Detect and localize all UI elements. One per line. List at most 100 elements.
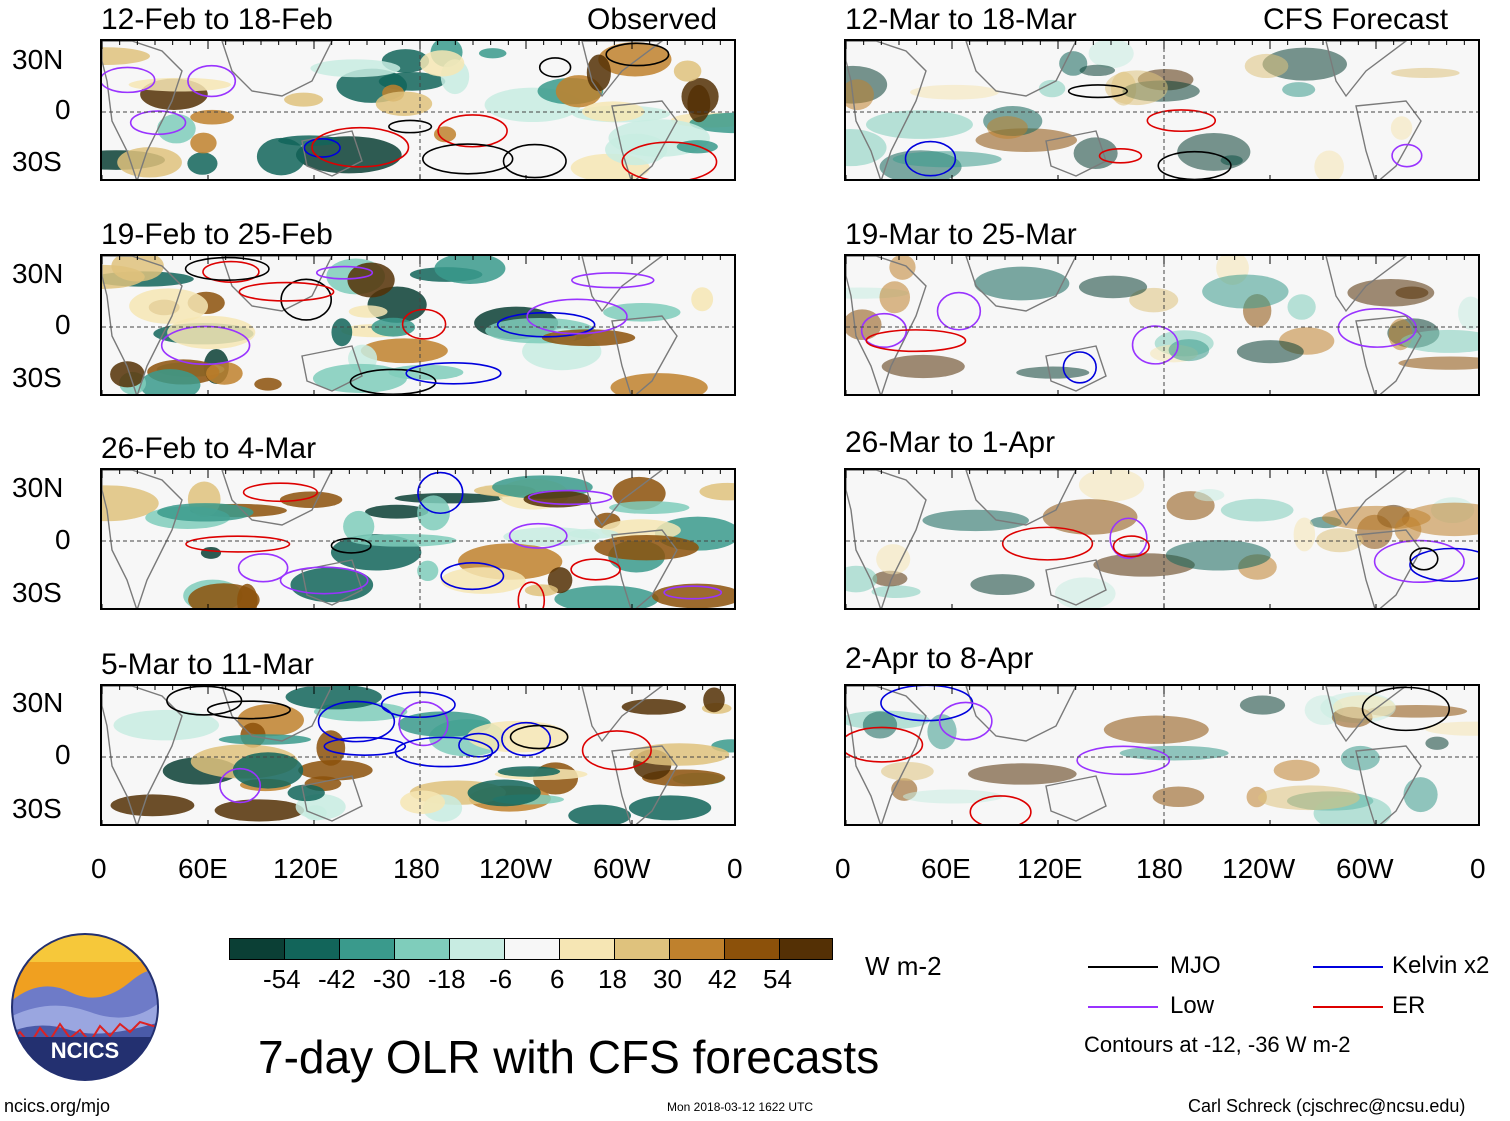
wave-contour [315,265,374,280]
colorbar-tick: -42 [318,964,356,994]
olr-anomaly [187,152,218,175]
olr-anomaly [1314,150,1344,179]
lat-label: 0 [55,524,71,555]
olr-anomaly [1332,695,1396,719]
coastline [1045,130,1107,177]
olr-anomaly [400,790,446,814]
olr-anomaly [1165,540,1271,571]
olr-anomaly [1129,287,1179,313]
coastline [1045,559,1107,606]
lon-label: 60W [593,853,651,884]
colorbar-tick: -30 [373,964,411,994]
olr-anomaly [295,136,402,174]
olr-anomaly [214,799,305,822]
lon-label: 0 [91,853,107,884]
olr-anomaly [1088,41,1134,69]
olr-map-8 [846,686,1478,824]
wave-contour [938,701,993,741]
olr-map-3 [102,470,734,608]
lat-label: 30S [12,793,62,824]
olr-anomaly [846,129,887,167]
olr-anomaly [927,714,957,750]
colorbar-tick: -6 [489,964,513,994]
wave-contour [417,471,464,515]
olr-anomaly [478,48,507,59]
footer-url[interactable]: ncics.org/mjo [4,1096,111,1116]
colorbar-swatch [669,938,725,960]
wave-contour [388,119,433,134]
olr-anomaly [1078,275,1148,299]
olr-map-4 [102,686,734,824]
olr-anomaly [1105,70,1168,106]
olr-map-5 [846,41,1478,179]
olr-anomaly [846,565,878,593]
olr-anomaly [1273,759,1320,781]
olr-anomaly [1054,577,1116,608]
colorbar-swatch [779,938,833,960]
coastline [1325,686,1408,743]
wave-contour [437,114,508,148]
coastline [221,41,333,97]
olr-anomaly [1398,356,1478,370]
olr-anomaly [298,759,373,781]
olr-anomaly [986,116,1028,139]
coastline [581,41,664,98]
coastline [1325,41,1408,98]
footer-timestamp: Mon 2018-03-12 1622 UTC [667,1100,814,1114]
olr-anomaly [157,503,254,522]
lat-label: 30S [12,362,62,393]
wave-contour [380,691,456,719]
panel-title-7: 26-Mar to 1-Apr [845,426,1056,459]
colorbar-tick: 6 [550,964,565,994]
olr-anomaly [967,763,1077,785]
lon-label: 120W [1222,853,1296,884]
olr-anomaly [254,377,282,391]
coastline [102,41,183,179]
wave-contour [349,368,437,394]
panel-title-6: 19-Mar to 25-Mar [845,218,1077,251]
logo-text: NCICS [51,1038,119,1063]
colorbar-units: W m-2 [865,951,942,981]
colorbar-swatch [724,938,780,960]
wave-contour [323,736,407,756]
olr-anomaly [889,256,916,280]
olr-anomaly [102,47,150,66]
wave-contour [242,482,319,503]
coastline [1355,529,1422,608]
coastline [611,315,678,394]
colorbar-swatch [394,938,450,960]
olr-anomaly [892,151,1002,168]
wave-contour [185,535,291,553]
colorbar-swatch [504,938,560,960]
coastline [221,686,333,742]
lon-label: 120W [479,853,553,884]
olr-anomaly [629,743,730,766]
lat-label: 30N [12,472,64,503]
legend-label-kelvin: Kelvin x2 [1392,952,1490,979]
olr-anomaly [610,373,708,394]
wave-contour [502,143,567,179]
olr-anomaly [206,362,243,385]
colorbar-tick: 42 [708,964,737,994]
olr-anomaly [881,354,965,379]
olr-anomaly [110,361,145,388]
olr-anomaly [1293,517,1316,552]
coastline [611,100,678,179]
olr-anomaly [876,544,911,575]
wave-contour [621,141,718,179]
coastline [581,256,664,313]
coastline [221,256,333,312]
lat-label: 0 [55,94,71,125]
coastline [965,256,1077,312]
contours-note: Contours at -12, -36 W m-2 [1084,1032,1351,1057]
coastline [1355,100,1422,179]
olr-anomaly [129,288,209,324]
olr-anomaly [568,528,619,539]
olr-anomaly [1152,786,1205,807]
olr-anomaly [594,534,699,561]
olr-anomaly [279,491,343,509]
column-title-forecast: CFS Forecast [1263,3,1449,36]
lon-label: 60W [1336,853,1394,884]
coastline [846,256,927,394]
wave-contour [187,64,237,98]
